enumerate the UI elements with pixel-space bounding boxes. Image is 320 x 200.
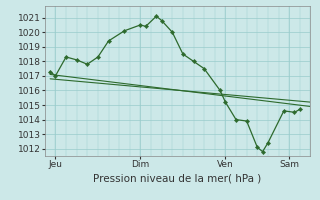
X-axis label: Pression niveau de la mer( hPa ): Pression niveau de la mer( hPa )	[93, 173, 262, 183]
